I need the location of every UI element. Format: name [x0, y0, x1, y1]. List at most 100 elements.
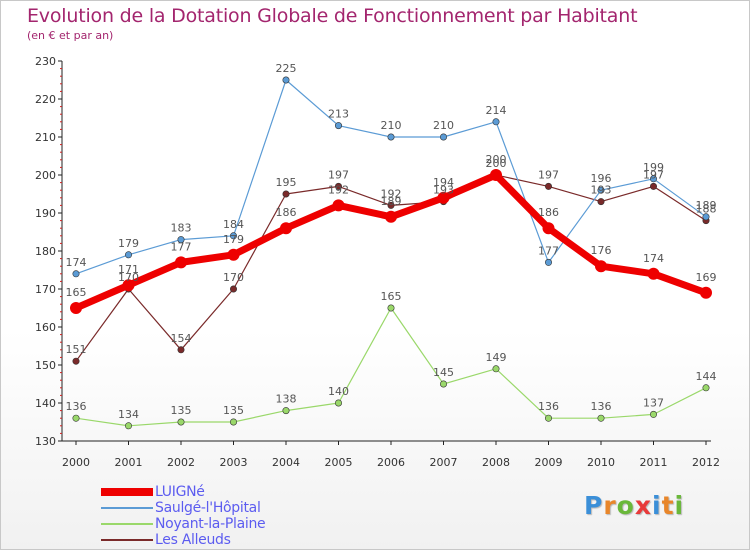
data-point [282, 407, 290, 415]
chart-series [70, 76, 712, 430]
chart-title: Evolution de la Dotation Globale de Fonc… [27, 5, 638, 27]
data-point [125, 422, 133, 430]
data-label: 192 [381, 187, 402, 200]
proxiti-logo: Proxiti [584, 491, 685, 520]
data-label: 189 [696, 199, 717, 212]
data-label: 179 [223, 233, 244, 246]
data-label: 197 [643, 168, 664, 181]
data-point [649, 410, 657, 418]
y-tick-label: 140 [35, 397, 56, 410]
series-noyant-la-plaine [72, 304, 710, 430]
data-label: 210 [433, 119, 454, 132]
data-label: 154 [171, 332, 192, 345]
data-point [334, 122, 342, 130]
data-point [230, 232, 238, 240]
x-tick-label: 2004 [272, 456, 300, 469]
chart-data-labels: 1651711771791861921891942001861761741691… [66, 62, 717, 421]
data-label: 200 [486, 157, 507, 170]
data-point [70, 302, 82, 314]
data-point [72, 357, 80, 365]
data-label: 213 [328, 108, 349, 121]
data-label: 170 [118, 271, 139, 284]
data-point [649, 175, 657, 183]
data-point [72, 270, 80, 278]
data-point [542, 222, 555, 235]
x-tick-label: 2003 [220, 456, 248, 469]
data-point [490, 169, 502, 181]
data-point [282, 190, 290, 198]
y-tick-label: 220 [35, 93, 56, 106]
data-label: 135 [223, 404, 244, 417]
data-point [177, 346, 185, 354]
chart-axes: 130 140 150 160 170 180 190 200 210 220 230 2000 200… [35, 55, 720, 469]
data-label: 137 [643, 396, 664, 409]
data-label: 136 [538, 400, 559, 413]
data-label: 195 [276, 176, 297, 189]
data-label: 149 [486, 351, 507, 364]
data-point [702, 213, 710, 221]
data-point [544, 182, 552, 190]
data-point [492, 118, 500, 126]
data-point [230, 418, 238, 426]
data-label: 170 [223, 271, 244, 284]
data-point [702, 384, 710, 392]
data-label: 171 [118, 263, 139, 276]
data-label: 179 [118, 237, 139, 250]
x-tick-label: 2000 [62, 456, 90, 469]
x-tick-label: 2008 [482, 456, 510, 469]
series-luigne [70, 169, 712, 314]
data-label: 196 [591, 172, 612, 185]
legend-label: Saulgé-l'Hôpital [155, 500, 261, 516]
data-label: 165 [66, 286, 87, 299]
data-label: 177 [171, 240, 192, 253]
data-label: 189 [381, 195, 402, 208]
data-point [282, 76, 290, 84]
data-label: 177 [538, 244, 559, 257]
data-point [175, 256, 187, 269]
data-point [700, 286, 712, 299]
x-tick-label: 2001 [115, 456, 143, 469]
x-tick-label: 2007 [430, 456, 458, 469]
data-point [122, 279, 135, 292]
y-tick-label: 200 [35, 169, 56, 182]
data-label: 193 [591, 184, 612, 197]
data-point [385, 210, 397, 223]
x-tick-label: 2006 [377, 456, 405, 469]
data-point [230, 285, 238, 293]
legend-swatch [101, 532, 153, 548]
data-point [597, 186, 605, 194]
x-tick-label: 2010 [587, 456, 615, 469]
x-tick-label: 2002 [167, 456, 195, 469]
legend-swatch [101, 516, 153, 532]
data-label: 134 [118, 408, 139, 421]
y-tick-label: 160 [35, 321, 56, 334]
x-tick-label: 2005 [325, 456, 353, 469]
data-label: 136 [591, 400, 612, 413]
data-point [647, 267, 660, 280]
y-tick-label: 130 [35, 435, 56, 448]
data-label: 194 [433, 176, 454, 189]
data-point [387, 201, 395, 209]
data-label: 176 [591, 244, 612, 257]
data-point [177, 236, 185, 244]
data-point [334, 399, 342, 407]
data-label: 135 [171, 404, 192, 417]
data-point [544, 258, 552, 266]
x-tick-label: 2009 [535, 456, 563, 469]
x-tick-label: 2012 [692, 456, 720, 469]
data-point [492, 365, 500, 373]
data-point [387, 304, 395, 312]
data-label: 192 [328, 183, 349, 196]
data-label: 144 [696, 370, 717, 383]
data-label: 214 [486, 104, 507, 117]
data-label: 140 [328, 385, 349, 398]
data-point [437, 191, 450, 204]
data-point [387, 133, 395, 141]
data-label: 151 [66, 343, 87, 356]
legend-label: LUIGNé [155, 484, 205, 500]
data-label: 165 [381, 290, 402, 303]
y-tick-label: 170 [35, 283, 56, 296]
data-label: 225 [276, 62, 297, 75]
data-point [595, 260, 607, 273]
